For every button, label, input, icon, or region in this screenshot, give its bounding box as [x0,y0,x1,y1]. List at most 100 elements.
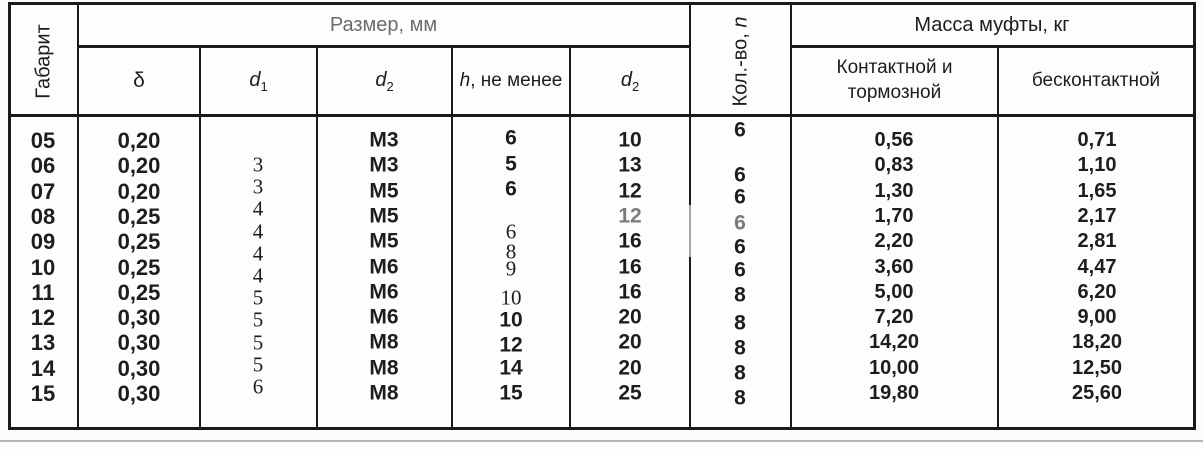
col-group-header-mass: Масса муфты, кг [791,5,1193,45]
cell-mass_contact-8: 14,20 [868,331,920,353]
cell-mass_contact-4: 2,20 [874,230,914,252]
cell-mass_contact-5: 3,60 [874,256,914,278]
table-border-line [790,5,792,427]
cell-d1-8: 5 [252,330,264,355]
cell-n-7: 8 [734,311,746,335]
cell-h-9: 14 [499,356,523,380]
cell-d2a-0: M3 [369,128,399,152]
cell-d2b-6: 16 [618,280,642,304]
cell-d1-3: 4 [252,219,264,244]
contact-mass-label: Контактной и тормозной [836,57,953,103]
cell-d2b-8: 20 [618,330,642,354]
cell-d2b-1: 13 [618,153,642,177]
cell-n-2: 6 [734,185,746,209]
cell-d2b-3: 12 [618,204,642,228]
cell-d1-5: 4 [252,263,264,288]
cell-gabarit-8: 13 [30,330,56,355]
cell-d2a-5: M6 [369,255,399,279]
cell-d2a-10: M8 [369,381,399,405]
cell-d1-6: 5 [252,285,264,310]
cell-mass_contactless-8: 18,20 [1071,331,1123,353]
cell-h-1: 5 [505,152,517,176]
cell-mass_contact-6: 5,00 [874,281,914,303]
col-header-d1: d1 [201,48,316,114]
cell-delta-3: 0,25 [117,204,161,229]
cell-d2b-9: 20 [618,356,642,380]
cell-n-0: 6 [734,118,746,142]
cell-h-5: 9 [505,256,517,281]
table-border-line [199,45,201,427]
cell-mass_contactless-6: 6,20 [1077,281,1117,303]
cell-gabarit-4: 09 [30,229,56,254]
cell-mass_contactless-5: 4,47 [1077,256,1117,278]
cell-mass_contactless-4: 2,81 [1077,230,1117,252]
table-border-line [790,45,1193,48]
h-min-label: h, не менее [459,69,563,91]
col-header-d2-second: d2 [571,48,689,114]
cell-d1-2: 4 [252,196,264,221]
cell-d1-1: 3 [252,174,264,199]
cell-d2b-5: 16 [618,255,642,279]
cell-mass_contactless-3: 2,17 [1077,205,1117,227]
delta-symbol: δ [133,69,145,93]
col-header-d2: d2 [318,48,451,114]
cell-gabarit-3: 08 [30,204,56,229]
cell-d2a-7: M6 [369,305,399,329]
contactless-mass-label: бесконтактной [1031,69,1161,91]
cell-n-5: 6 [734,258,746,282]
col-header-contact-mass: Контактной и тормозной [792,48,997,114]
cell-mass_contactless-7: 9,00 [1077,306,1117,328]
mass-group-label: Масса муфты, кг [914,13,1070,36]
cell-d2a-4: M5 [369,229,399,253]
cell-delta-5: 0,25 [117,255,161,280]
cell-h-2: 6 [505,177,517,201]
cell-d2b-4: 16 [618,229,642,253]
size-group-label: Размер, мм [329,13,438,36]
cell-gabarit-6: 11 [31,280,55,305]
d2-symbol: d2 [620,68,640,94]
cell-mass_contact-2: 1,30 [874,180,914,202]
cell-d1-4: 4 [252,241,264,266]
col-header-h-min: h, не менее [453,48,569,114]
cell-d2a-2: M5 [369,179,399,203]
col-header-delta: δ [79,48,199,114]
cell-gabarit-10: 15 [30,381,56,406]
scan-fade-artifact [683,205,699,257]
cell-mass_contactless-2: 1,65 [1077,180,1117,202]
table-border-line [77,45,691,48]
cell-mass_contact-3: 1,70 [874,205,914,227]
cell-n-3: 6 [734,211,746,235]
cell-n-1: 6 [734,163,746,187]
cell-delta-8: 0,30 [117,330,161,355]
cell-mass_contactless-0: 0,71 [1077,129,1117,151]
cell-h-0: 6 [505,126,517,150]
cell-delta-7: 0,30 [117,305,161,330]
cell-gabarit-7: 12 [30,305,56,330]
cell-d2a-1: M3 [369,153,399,177]
cell-delta-4: 0,25 [117,229,161,254]
cell-h-7: 10 [499,308,523,332]
table-border-line [997,45,999,427]
table-border-line [77,5,79,427]
cell-d2a-3: M5 [369,204,399,228]
cell-d1-10: 6 [252,374,264,399]
cell-n-9: 8 [734,361,746,385]
cell-d1-7: 5 [252,307,264,332]
cell-delta-1: 0,20 [117,153,161,178]
table-border-line [569,45,571,427]
table-border-line [316,45,318,427]
cell-n-8: 8 [734,336,746,360]
cell-mass_contactless-9: 12,50 [1071,357,1123,379]
cell-mass_contactless-10: 25,60 [1071,382,1123,404]
cell-n-10: 8 [734,386,746,410]
cell-h-10: 15 [499,381,523,405]
cell-h-6: 10 [500,285,522,310]
cell-d2b-0: 10 [618,128,642,152]
cell-d2b-10: 25 [618,381,642,405]
cell-d1-0: 3 [252,152,264,177]
col-group-header-size: Размер, мм [78,5,689,45]
cell-mass_contact-1: 0,83 [874,154,914,176]
cell-n-6: 8 [734,283,746,307]
cell-d2a-6: M6 [369,280,399,304]
